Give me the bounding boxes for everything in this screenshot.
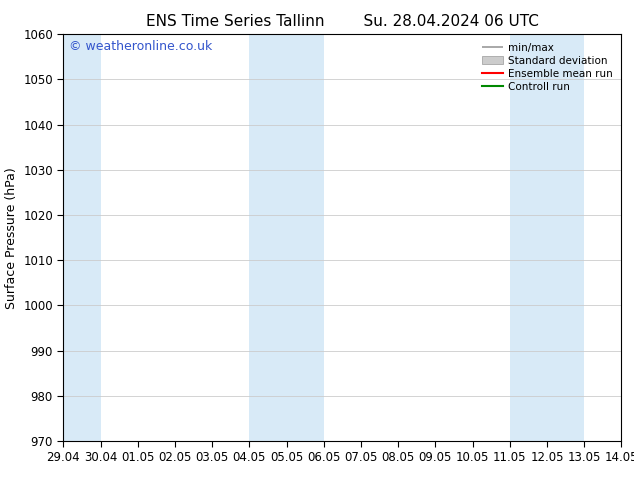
Text: © weatheronline.co.uk: © weatheronline.co.uk bbox=[69, 40, 212, 53]
Bar bbox=[510, 34, 584, 441]
Bar bbox=[63, 34, 101, 441]
Legend: min/max, Standard deviation, Ensemble mean run, Controll run: min/max, Standard deviation, Ensemble me… bbox=[479, 40, 616, 95]
Title: ENS Time Series Tallinn        Su. 28.04.2024 06 UTC: ENS Time Series Tallinn Su. 28.04.2024 0… bbox=[146, 14, 539, 29]
Bar bbox=[249, 34, 324, 441]
Y-axis label: Surface Pressure (hPa): Surface Pressure (hPa) bbox=[4, 167, 18, 309]
